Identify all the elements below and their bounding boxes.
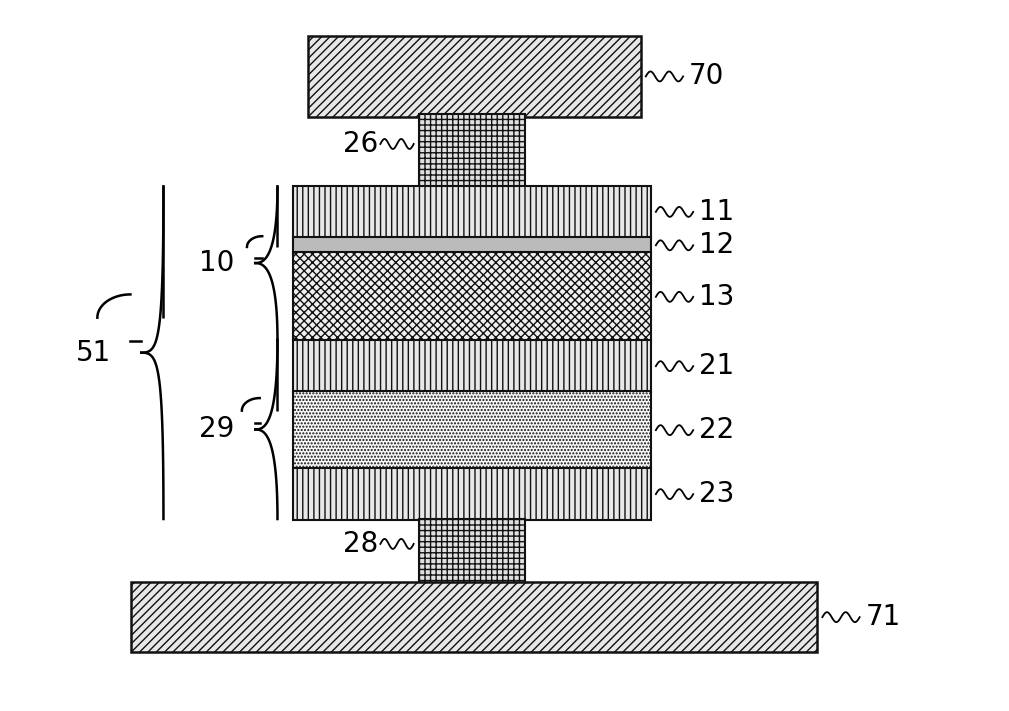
Bar bbox=[419, 519, 525, 583]
Text: 29: 29 bbox=[199, 415, 234, 444]
Text: 12: 12 bbox=[699, 231, 735, 260]
Text: 10: 10 bbox=[199, 249, 234, 277]
Text: 26: 26 bbox=[343, 130, 378, 158]
Bar bbox=[293, 340, 651, 392]
Bar bbox=[293, 186, 651, 238]
Bar bbox=[293, 237, 651, 254]
Bar bbox=[308, 36, 641, 117]
Text: 70: 70 bbox=[689, 63, 724, 90]
Bar bbox=[293, 252, 651, 341]
Text: 23: 23 bbox=[699, 480, 735, 508]
Bar bbox=[419, 114, 525, 188]
Text: 51: 51 bbox=[76, 338, 111, 367]
Bar bbox=[293, 391, 651, 469]
Text: 11: 11 bbox=[699, 198, 735, 226]
Bar bbox=[131, 582, 817, 652]
Text: 28: 28 bbox=[343, 530, 378, 558]
Text: 21: 21 bbox=[699, 352, 735, 380]
Bar bbox=[293, 468, 651, 520]
Text: 22: 22 bbox=[699, 416, 735, 444]
Text: 13: 13 bbox=[699, 283, 735, 311]
Text: 71: 71 bbox=[866, 603, 901, 631]
